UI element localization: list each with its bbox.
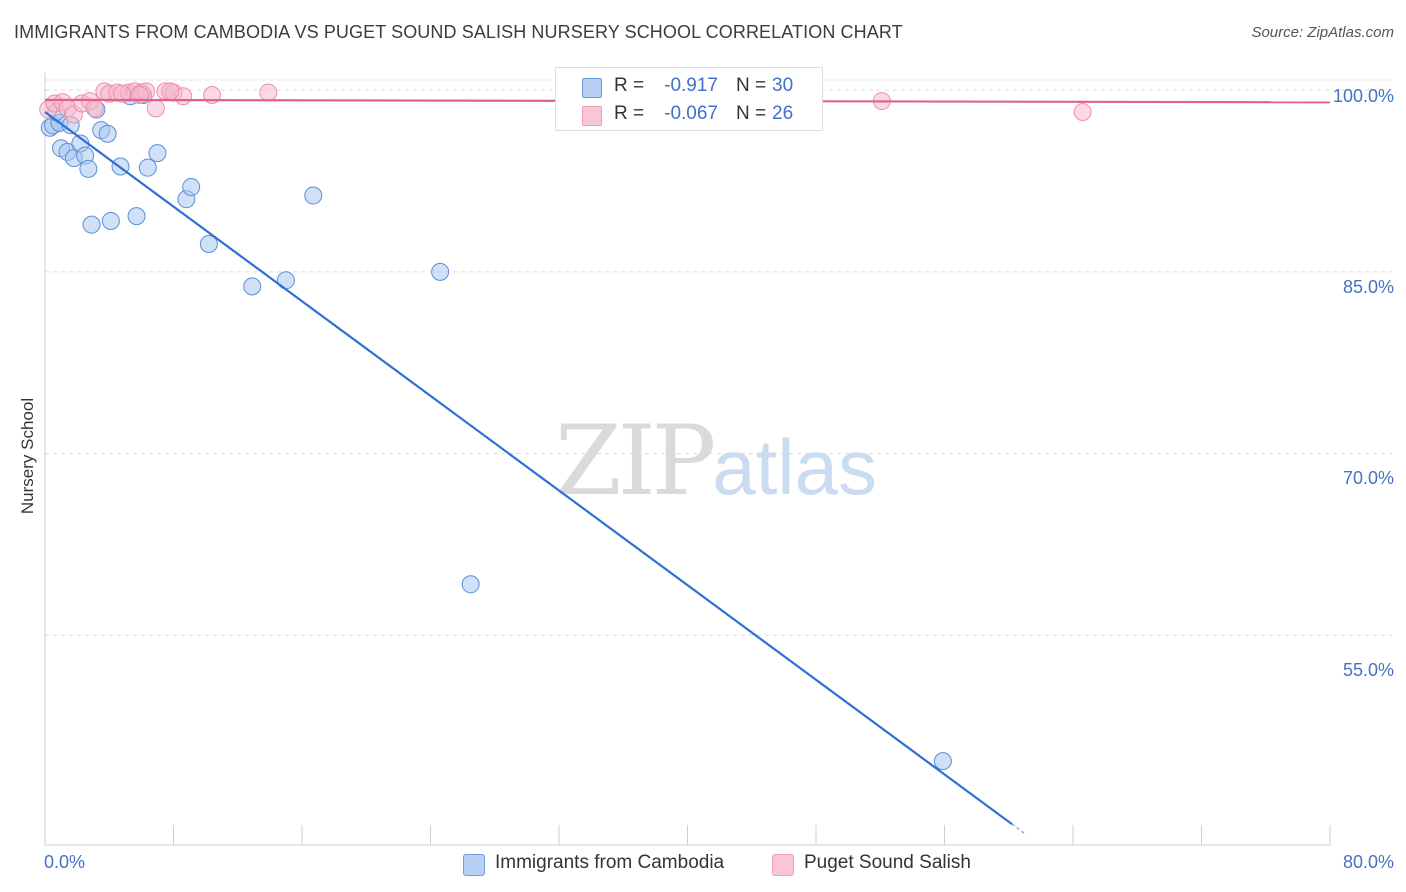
data-point-salish [161, 82, 180, 101]
legend-r-label: R = [614, 75, 645, 96]
watermark-atlas: atlas [712, 423, 877, 511]
data-point-salish [113, 84, 132, 103]
trend-line-cambodia [44, 111, 1013, 825]
y-tick-label-55: 55.0% [1342, 660, 1394, 680]
data-point-cambodia [199, 234, 218, 253]
source-label: Source: ZipAtlas.com [1251, 24, 1394, 41]
data-point-salish [1073, 102, 1092, 121]
series-swatch-pink [772, 854, 794, 876]
data-point-cambodia [304, 186, 323, 205]
data-point-cambodia [101, 211, 120, 230]
data-point-cambodia [79, 159, 98, 178]
correlation-legend: R = -0.917 N = 30 R = -0.067 N = 26 [555, 67, 823, 131]
data-point-salish [146, 99, 165, 118]
data-point-cambodia [148, 144, 167, 163]
data-point-cambodia [461, 575, 480, 594]
data-point-cambodia [138, 158, 157, 177]
data-point-cambodia [82, 215, 101, 234]
legend-swatch-pink [582, 106, 602, 126]
watermark-zip: ZIP [555, 405, 716, 517]
data-point-cambodia [243, 277, 262, 296]
legend-row-salish: R = -0.067 N = 26 [556, 100, 822, 128]
series-label-cambodia: Immigrants from Cambodia [495, 852, 725, 873]
series-swatch-blue [463, 854, 485, 876]
data-point-salish [259, 83, 278, 102]
watermark: ZIPatlas [555, 405, 877, 517]
legend-n-value: 26 [772, 103, 794, 124]
series-legend: Immigrants from Cambodia Puget Sound Sal… [0, 852, 1406, 878]
data-point-salish [85, 99, 104, 118]
legend-row-cambodia: R = -0.917 N = 30 [556, 72, 822, 100]
y-tick-label-85: 85.0% [1342, 277, 1394, 297]
legend-n-label: N = [736, 103, 767, 124]
data-point-cambodia [431, 262, 450, 281]
chart-title: IMMIGRANTS FROM CAMBODIA VS PUGET SOUND … [14, 22, 903, 42]
legend-n-value: 30 [772, 75, 794, 96]
series-label-salish: Puget Sound Salish [804, 852, 971, 873]
data-point-cambodia [933, 752, 952, 771]
x-tick-label-max: 80.0% [1342, 852, 1394, 872]
legend-r-label: R = [614, 103, 645, 124]
legend-r-value: -0.917 [664, 75, 718, 96]
trend-line-cambodia-extension [1011, 823, 1027, 836]
data-point-cambodia [127, 207, 146, 226]
legend-r-value: -0.067 [664, 103, 718, 124]
legend-n-label: N = [736, 75, 767, 96]
x-tick-label-min: 0.0% [44, 852, 86, 872]
y-axis-label: Nursery School [18, 397, 37, 515]
y-tick-label-70: 70.0% [1342, 468, 1394, 488]
data-point-cambodia [98, 124, 117, 143]
legend-swatch-blue [582, 78, 602, 98]
y-tick-label-100: 100.0% [1332, 86, 1394, 106]
data-point-cambodia [182, 178, 201, 197]
